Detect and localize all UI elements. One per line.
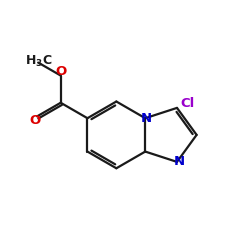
Text: Cl: Cl [180, 97, 194, 110]
Text: N: N [141, 112, 152, 125]
Text: $\mathregular{H_3C}$: $\mathregular{H_3C}$ [24, 54, 52, 69]
Text: O: O [56, 65, 67, 78]
Text: O: O [30, 114, 41, 127]
Text: N: N [174, 156, 185, 168]
